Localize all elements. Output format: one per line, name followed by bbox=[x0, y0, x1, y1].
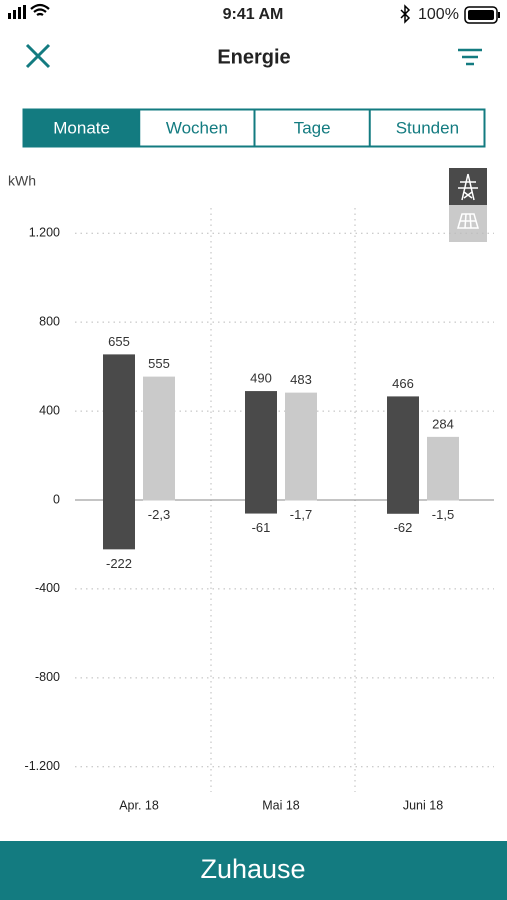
home-button[interactable] bbox=[0, 841, 507, 900]
filter-button[interactable] bbox=[458, 48, 482, 66]
legend-solar-toggle[interactable] bbox=[449, 205, 487, 242]
y-tick-label: 0 bbox=[53, 492, 60, 506]
x-tick-label: Mai 18 bbox=[262, 798, 300, 812]
home-button-label[interactable]: Zuhause bbox=[200, 854, 305, 884]
status-bar: 9:41 AM 100% bbox=[8, 3, 500, 24]
tab[interactable]: Tage bbox=[294, 118, 331, 137]
value-label: -1,7 bbox=[290, 507, 312, 522]
y-tick-label: 1.200 bbox=[29, 226, 60, 240]
value-label: -222 bbox=[106, 556, 132, 571]
bar bbox=[103, 354, 135, 500]
battery-text: 100% bbox=[418, 6, 459, 23]
close-button[interactable] bbox=[25, 43, 51, 69]
value-label: -61 bbox=[252, 520, 271, 535]
value-label: 555 bbox=[148, 356, 170, 371]
status-time: 9:41 AM bbox=[223, 6, 284, 23]
x-tick-label: Apr. 18 bbox=[119, 798, 159, 812]
tab-selected-bg[interactable] bbox=[24, 110, 140, 146]
value-label: 655 bbox=[108, 334, 130, 349]
bar bbox=[143, 500, 175, 501]
tab[interactable]: Stunden bbox=[396, 118, 459, 137]
y-tick-label: 400 bbox=[39, 403, 60, 417]
y-tick-label: -800 bbox=[35, 670, 60, 684]
x-tick-label: Juni 18 bbox=[403, 798, 443, 812]
y-tick-label: 800 bbox=[39, 314, 60, 328]
bar bbox=[245, 500, 277, 514]
bar bbox=[427, 500, 459, 501]
bar bbox=[387, 396, 419, 500]
value-label: -2,3 bbox=[148, 507, 170, 522]
value-label: 284 bbox=[432, 416, 454, 431]
tab-bar bbox=[22, 108, 486, 148]
bar bbox=[245, 391, 277, 500]
tab[interactable]: Wochen bbox=[166, 118, 228, 137]
value-label: -62 bbox=[394, 520, 413, 535]
tab[interactable]: Monate bbox=[53, 118, 110, 137]
bar bbox=[427, 436, 459, 500]
value-label: 483 bbox=[290, 372, 312, 387]
y-tick-label: -400 bbox=[35, 581, 60, 595]
header-title: Energie bbox=[217, 46, 290, 68]
legend-grid-toggle[interactable] bbox=[449, 168, 487, 205]
value-label: 466 bbox=[392, 376, 414, 391]
bar bbox=[143, 376, 175, 500]
value-label: 490 bbox=[250, 371, 272, 386]
bar bbox=[285, 392, 317, 500]
y-tick-label: -1.200 bbox=[25, 759, 60, 773]
y-axis-label: kWh bbox=[8, 173, 36, 189]
bar bbox=[103, 500, 135, 550]
bar bbox=[285, 500, 317, 501]
bar bbox=[387, 500, 419, 514]
value-label: -1,5 bbox=[432, 507, 454, 522]
